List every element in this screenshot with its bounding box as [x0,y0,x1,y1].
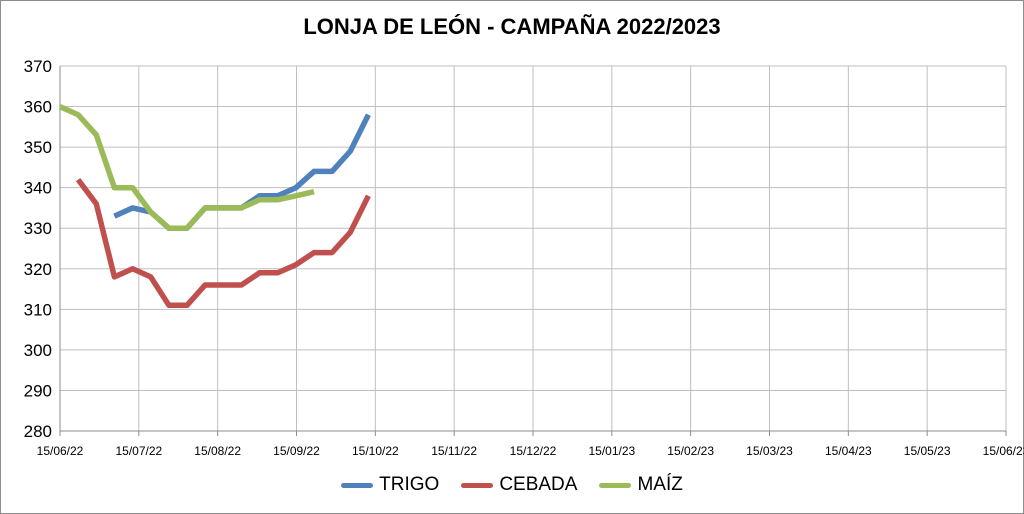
y-tick-label: 370 [24,57,52,76]
legend: TRIGO CEBADA MAÍZ [0,474,1024,496]
legend-item-trigo: TRIGO [341,474,439,496]
y-tick-label: 340 [24,179,52,198]
y-tick-label: 310 [24,300,52,319]
legend-item-maiz: MAÍZ [599,474,683,496]
x-axis-ticks: 15/06/22 15/07/22 15/08/22 15/09/22 15/10/22… [37,444,1024,458]
series-line-cebada [75,177,371,309]
legend-swatch-trigo [341,482,374,488]
x-tick-label: 15/10/22 [352,444,399,458]
series-line-maiz [58,104,315,231]
x-tick-label: 15/05/23 [904,444,951,458]
y-tick-label: 350 [24,138,52,157]
y-tick-label: 290 [24,381,52,400]
chart-title: LONJA DE LEÓN - CAMPAÑA 2022/2023 [303,14,721,39]
legend-swatch-cebada [461,482,494,488]
legend-label-maiz: MAÍZ [637,474,683,495]
y-tick-label: 300 [24,341,52,360]
legend-label-trigo: TRIGO [379,474,440,495]
y-axis-ticks: 280 290 300 310 320 330 340 350 360 370 [24,57,52,441]
x-tick-label: 15/09/22 [273,444,320,458]
x-tick-label: 15/11/22 [431,444,477,458]
x-tick-label: 15/03/23 [746,444,793,458]
x-tick-label: 15/06/22 [37,444,84,458]
gridlines [59,65,1007,436]
legend-item-cebada: CEBADA [461,474,577,496]
series-lines [58,104,371,309]
y-tick-label: 330 [24,219,52,238]
x-tick-label: 15/12/22 [510,444,557,458]
x-tick-label: 15/02/23 [667,444,714,458]
y-tick-label: 280 [24,422,52,441]
legend-swatch-maiz [599,482,632,488]
x-tick-label: 15/01/23 [588,444,635,458]
y-tick-label: 320 [24,260,52,279]
legend-label-cebada: CEBADA [499,474,578,495]
x-tick-label: 15/07/22 [115,444,162,458]
x-tick-label: 15/08/22 [194,444,241,458]
x-tick-label: 15/04/23 [825,444,872,458]
y-tick-label: 360 [24,98,52,117]
x-tick-label: 15/06/23 [983,444,1024,458]
